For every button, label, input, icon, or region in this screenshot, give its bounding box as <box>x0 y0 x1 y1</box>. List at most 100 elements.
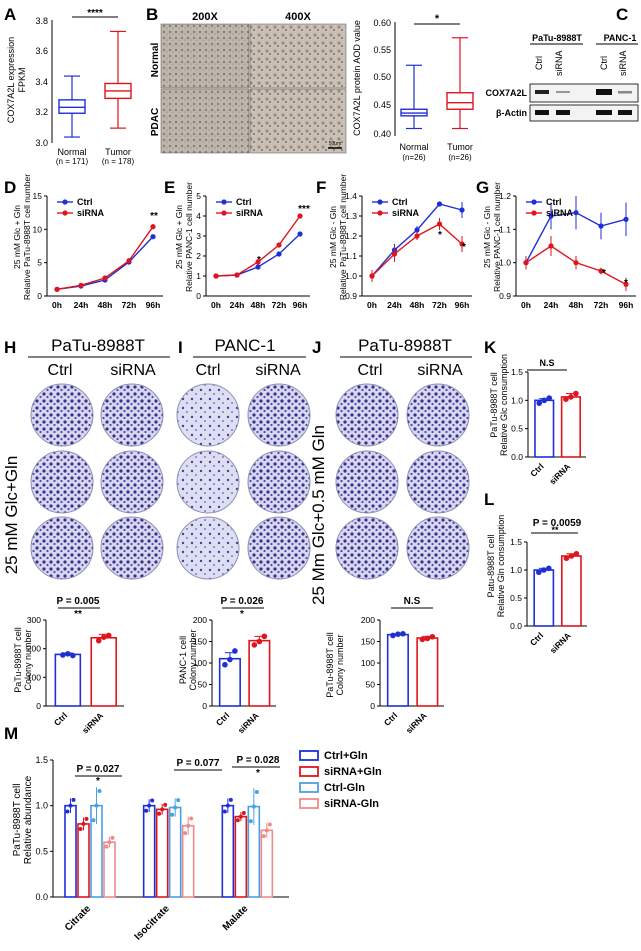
colony-plate <box>100 383 164 447</box>
xtick-label: siRNA <box>404 710 429 735</box>
data-dot <box>238 814 243 819</box>
panel-c-line-panc1: PANC-1 <box>604 33 637 43</box>
colony-plate <box>100 516 164 580</box>
xtick-label: 0h <box>367 300 377 310</box>
data-dot <box>97 789 102 794</box>
xtick-label: Ctrl <box>52 710 69 727</box>
data-dot <box>254 789 259 794</box>
panel-f-ylabel-1: 25 mM Glc - Gln <box>328 206 338 268</box>
xtick-label: 96h <box>293 300 308 310</box>
data-dot <box>107 840 112 845</box>
ihc-image-normal-400x <box>249 23 347 89</box>
data-dot <box>256 638 263 645</box>
ytick-label: 5 <box>37 258 42 268</box>
legend-label: Ctrl <box>236 197 252 207</box>
data-dot <box>157 811 162 816</box>
ihc-image-pdac-400x <box>249 88 347 154</box>
panel-c-lane-3: Ctrl <box>599 56 609 70</box>
legend-label: siRNA <box>392 208 420 218</box>
panel-letter-b: B <box>146 5 158 24</box>
panel-b-row-pdac: PDAC <box>150 108 161 136</box>
panel-letter-a: A <box>4 5 16 24</box>
panel-h-col-sirna: siRNA <box>110 362 156 379</box>
xtick-label: Ctrl <box>528 461 545 478</box>
colony-plate <box>247 516 311 580</box>
data-dot <box>429 633 436 640</box>
panel-a-yticks: 3.8 3.6 3.4 3.2 3.0 <box>35 16 48 148</box>
panel-j-sig: N.S <box>404 596 421 607</box>
colony-plate <box>335 383 399 447</box>
panel-c-band-actin: β-Actin <box>496 108 527 118</box>
ytick-label: 100 <box>27 672 41 682</box>
ytick-label: 0 <box>370 701 375 711</box>
data-point <box>436 201 443 207</box>
panel-m-pvalue-isocitrate: P = 0.077 <box>177 758 220 769</box>
xtick-label: 72h <box>122 300 137 310</box>
data-dot <box>222 661 228 668</box>
category-label: Malate <box>221 903 251 933</box>
panel-letter-h: H <box>4 338 16 357</box>
data-point <box>297 231 303 237</box>
data-point <box>436 221 443 227</box>
data-point <box>255 264 261 270</box>
data-dot <box>248 819 253 824</box>
panel-d-sig: ** <box>150 211 158 222</box>
ytick: 3.8 <box>35 16 48 26</box>
panel-c-lane-1: Ctrl <box>534 56 544 70</box>
colony-plate <box>30 450 94 514</box>
panel-k-ylabel-2: Relative Glc consumption <box>499 354 509 456</box>
data-dot <box>160 807 165 812</box>
ytick: 0.45 <box>373 100 391 110</box>
panel-b-yticks: 0.60 0.55 0.50 0.45 0.40 <box>373 18 391 139</box>
data-dot <box>100 634 107 640</box>
bar-ctrl <box>534 399 555 458</box>
panel-h-ylabel-2: Colony number <box>23 629 33 690</box>
ytick-label: 1.2 <box>345 231 357 241</box>
panel-f-ylabel-2: Relative PaTu-8988T cell number <box>338 174 348 300</box>
data-dot <box>84 816 89 821</box>
data-dot <box>241 810 246 815</box>
panel-g-ylabel-1: 25 mM Glc - Gln <box>482 206 492 268</box>
colony-plate <box>406 383 470 447</box>
panel-h-pvalue: P = 0.005 <box>57 596 100 607</box>
ytick-label: 1.1 <box>499 224 511 234</box>
blot-band <box>596 89 612 95</box>
legend-label: siRNA <box>236 208 264 218</box>
data-dot <box>541 567 547 573</box>
data-point <box>573 210 579 216</box>
bar-ctrl <box>533 569 555 627</box>
panel-m-sig-malate: * <box>256 768 260 779</box>
panel-l-ylabel-2: Relative Gln consumption <box>496 515 506 618</box>
bar-ctrl <box>386 633 409 707</box>
blot-band <box>535 110 549 115</box>
blot-band <box>535 90 549 94</box>
panel-d: D 25 mM Glc + Gln Relative PaTu-8988T ce… <box>4 174 163 310</box>
legend-label: siRNA+Gln <box>324 766 382 778</box>
data-dot <box>541 397 548 404</box>
data-dot <box>573 390 579 397</box>
panel-m-legend: Ctrl+Gln siRNA+Gln Ctrl-Gln siRNA-Gln <box>299 750 382 810</box>
panel-b-mag-200x: 200X <box>192 11 218 23</box>
panel-m-ylabel-1: PaTu-8988T cell <box>12 784 23 857</box>
colony-plates <box>30 383 470 580</box>
panel-j-col-ctrl: Ctrl <box>358 362 383 379</box>
data-point <box>623 281 629 287</box>
ytick-label: 3 <box>196 231 201 241</box>
colony-plate <box>406 516 470 580</box>
ytick-label: 4 <box>196 211 201 221</box>
ytick-label: 50 <box>366 680 376 690</box>
panel-h-bar: P = 0.005 ** PaTu-8988T cell Colony numb… <box>13 596 124 735</box>
data-point <box>276 251 282 257</box>
data-point <box>623 216 629 222</box>
panel-a-n-tumor: (n = 178) <box>102 157 135 166</box>
legend-label: siRNA <box>546 208 574 218</box>
panel-i-col-sirna: siRNA <box>255 362 301 379</box>
data-dot <box>228 797 233 802</box>
ytick-label: 0 <box>37 291 42 301</box>
colony-plate <box>247 383 311 447</box>
blot-band <box>618 110 632 115</box>
ytick-label: 1.2 <box>499 191 511 201</box>
data-dot <box>546 395 553 401</box>
xtick-label: 96h <box>455 300 470 310</box>
panel-g-sig-96h: * <box>624 278 628 289</box>
